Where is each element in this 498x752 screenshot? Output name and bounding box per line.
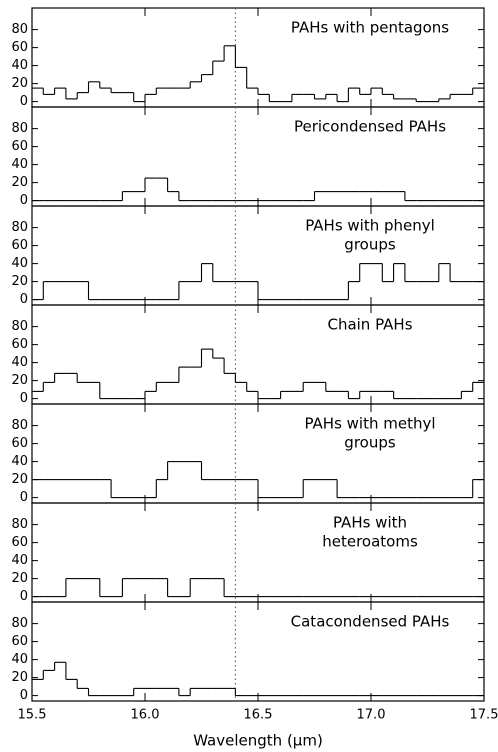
y-tick-label: 20 [11, 571, 28, 586]
y-tick-label: 40 [11, 157, 28, 172]
y-tick-label: 20 [11, 373, 28, 388]
panel-title: PAHs with methyl [304, 415, 435, 433]
panel-title: Pericondensed PAHs [294, 118, 446, 136]
y-tick-label: 80 [11, 121, 28, 136]
y-tick-label: 60 [11, 40, 28, 55]
y-tick-label: 80 [11, 22, 28, 37]
y-tick-label: 60 [11, 535, 28, 550]
x-tick-label: 17.5 [470, 708, 498, 723]
y-tick-label: 80 [11, 418, 28, 433]
y-tick-label: 20 [11, 274, 28, 289]
y-tick-label: 40 [11, 553, 28, 568]
y-tick-label: 20 [11, 472, 28, 487]
y-tick-label: 20 [11, 76, 28, 91]
y-tick-label: 80 [11, 517, 28, 532]
y-tick-label: 40 [11, 652, 28, 667]
y-tick-label: 60 [11, 436, 28, 451]
y-tick-label: 0 [20, 193, 28, 208]
y-tick-label: 40 [11, 58, 28, 73]
panel-title: PAHs with [333, 514, 407, 532]
y-tick-label: 80 [11, 220, 28, 235]
y-tick-label: 0 [20, 292, 28, 307]
y-tick-label: 60 [11, 337, 28, 352]
y-tick-label: 0 [20, 589, 28, 604]
panel-title: PAHs with phenyl [305, 217, 435, 235]
x-tick-label: 16.5 [244, 708, 273, 723]
y-tick-label: 0 [20, 490, 28, 505]
y-tick-label: 80 [11, 319, 28, 334]
y-tick-label: 20 [11, 670, 28, 685]
y-tick-label: 60 [11, 139, 28, 154]
y-tick-label: 40 [11, 355, 28, 370]
y-tick-label: 0 [20, 94, 28, 109]
panel-title: groups [344, 236, 396, 254]
panel-title: PAHs with pentagons [291, 19, 449, 37]
y-tick-label: 0 [20, 391, 28, 406]
x-tick-label: 15.5 [18, 708, 47, 723]
y-tick-label: 80 [11, 616, 28, 631]
x-tick-label: 17.0 [357, 708, 386, 723]
panel-title: Chain PAHs [327, 316, 412, 334]
x-tick-label: 16.0 [131, 708, 160, 723]
y-tick-label: 40 [11, 256, 28, 271]
x-axis-label: Wavelength (μm) [193, 732, 323, 750]
y-tick-label: 60 [11, 634, 28, 649]
panel-title: Catacondensed PAHs [291, 613, 450, 631]
y-tick-label: 40 [11, 454, 28, 469]
y-tick-label: 0 [20, 688, 28, 703]
panel-title: heteroatoms [322, 533, 418, 551]
y-tick-label: 20 [11, 175, 28, 190]
panel-title: groups [344, 434, 396, 452]
y-tick-label: 60 [11, 238, 28, 253]
